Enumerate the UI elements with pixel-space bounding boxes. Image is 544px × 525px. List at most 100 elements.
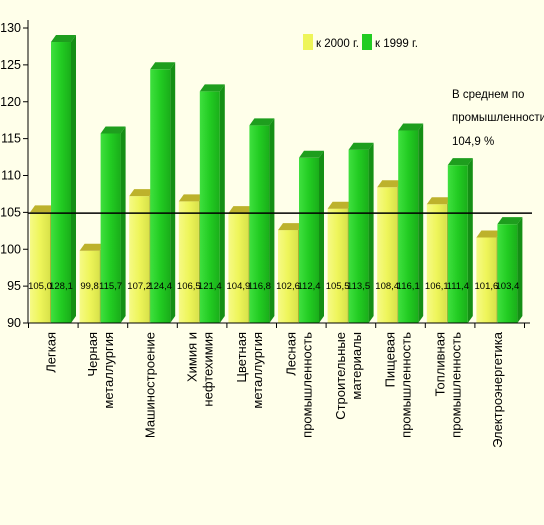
bar-top-s1-4 bbox=[249, 118, 275, 126]
bar-top-s0-8 bbox=[426, 197, 452, 205]
data-label-s1-5: 112,4 bbox=[297, 281, 320, 292]
y-tick-label-0: 90 bbox=[7, 316, 21, 330]
category-label-8: Топливнаяпромышленность bbox=[432, 332, 463, 438]
bar-s0-9 bbox=[476, 237, 497, 323]
average-note: В среднем по промышленности 104,9 % bbox=[452, 89, 544, 148]
data-label-s0-7: 108,4 bbox=[375, 281, 399, 292]
bar-s0-3 bbox=[178, 201, 199, 323]
bar-top-s1-9 bbox=[497, 217, 523, 225]
data-label-s1-4: 116,8 bbox=[248, 281, 271, 292]
data-label-s1-6: 113,5 bbox=[347, 281, 370, 292]
category-label-8-line-1: промышленность bbox=[448, 332, 463, 438]
bar-s0-0 bbox=[30, 212, 50, 323]
y-tick-label-1: 95 bbox=[7, 279, 21, 293]
category-label-7: Пищеваяпромышленность bbox=[383, 332, 414, 438]
bars-layer bbox=[30, 35, 523, 324]
category-label-9: Электроэнергетика bbox=[490, 331, 505, 448]
data-label-s1-2: 124,4 bbox=[148, 281, 172, 292]
category-label-6-line-1: материалы bbox=[349, 332, 364, 400]
data-label-s1-0: 128,1 bbox=[49, 281, 73, 292]
category-label-3-line-1: нефтехимия bbox=[200, 332, 215, 407]
bar-s1-1 bbox=[100, 133, 121, 323]
bar-top-s0-5 bbox=[278, 223, 303, 231]
bar-top-s0-9 bbox=[476, 230, 502, 238]
bar-s1-0 bbox=[51, 42, 71, 323]
data-label-s1-7: 116,1 bbox=[397, 281, 420, 292]
bar-s0-8 bbox=[426, 204, 447, 323]
bar-s1-5 bbox=[299, 157, 319, 323]
y-tick-label-4: 110 bbox=[1, 169, 21, 183]
category-label-1-line-0: Черная bbox=[85, 332, 100, 377]
legend-label-2000: к 2000 г. bbox=[316, 38, 359, 50]
y-tick-label-3: 105 bbox=[0, 205, 21, 219]
bar-s0-5 bbox=[278, 230, 298, 323]
bar-s1-7 bbox=[398, 130, 419, 323]
average-note-line-1: В среднем по bbox=[452, 89, 524, 101]
data-label-s0-9: 101,6 bbox=[475, 281, 499, 292]
category-label-1-line-1: металлургия bbox=[101, 332, 116, 409]
category-label-4-line-1: металлургия bbox=[250, 332, 265, 409]
y-tick-label-7: 125 bbox=[0, 58, 21, 72]
bar-top-s1-0 bbox=[51, 35, 76, 43]
legend-swatch-1999 bbox=[362, 34, 372, 50]
bar-s0-1 bbox=[79, 250, 100, 323]
bar-top-s1-8 bbox=[447, 158, 473, 166]
category-label-5: Леснаяпромышленность bbox=[284, 332, 315, 438]
category-label-7-line-1: промышленность bbox=[399, 332, 414, 438]
bar-s1-9 bbox=[497, 224, 518, 323]
category-label-0-line-0: Легкая bbox=[44, 332, 59, 373]
legend-label-1999: к 1999 г. bbox=[375, 38, 418, 50]
category-label-7-line-0: Пищевая bbox=[383, 332, 398, 387]
bar-s1-2 bbox=[150, 69, 171, 323]
bar-side-s1-6 bbox=[368, 142, 374, 323]
data-label-s0-8: 106,1 bbox=[425, 281, 449, 292]
bar-side-s1-7 bbox=[418, 123, 424, 323]
bar-side-s1-1 bbox=[120, 126, 126, 324]
bar-s0-4 bbox=[228, 213, 249, 323]
category-label-5-line-0: Лесная bbox=[284, 332, 299, 376]
bar-side-s1-8 bbox=[467, 158, 473, 323]
bar-s0-2 bbox=[129, 196, 150, 323]
legend-swatch-2000 bbox=[303, 34, 313, 50]
bar-s1-3 bbox=[199, 91, 220, 323]
bar-top-s0-0 bbox=[30, 205, 55, 213]
bar-top-s1-5 bbox=[299, 150, 324, 158]
bar-top-s0-6 bbox=[327, 201, 353, 209]
bar-s0-6 bbox=[327, 208, 348, 323]
data-label-s1-9: 103,4 bbox=[496, 281, 520, 292]
category-label-4-line-0: Цветная bbox=[234, 332, 249, 383]
category-label-0: Легкая bbox=[44, 332, 59, 373]
data-label-s0-0: 105,0 bbox=[28, 281, 52, 292]
category-label-2: Машиностроение bbox=[143, 332, 158, 438]
data-label-s1-3: 121,4 bbox=[198, 281, 222, 292]
bar-s1-4 bbox=[249, 125, 270, 323]
bar-top-s1-3 bbox=[199, 84, 225, 92]
category-label-6-line-0: Строительные bbox=[333, 332, 348, 420]
bar-s1-8 bbox=[447, 165, 468, 323]
data-label-s0-4: 104,9 bbox=[227, 281, 251, 292]
data-label-s1-1: 115,7 bbox=[99, 281, 122, 292]
category-label-3: Химия инефтехимия bbox=[184, 332, 215, 407]
category-label-2-line-0: Машиностроение bbox=[143, 332, 158, 438]
bar-top-s1-7 bbox=[398, 123, 424, 131]
axes: Легкая Чернаяметаллургия Машиностроение Хим… bbox=[0, 20, 532, 448]
category-label-6: Строительныематериалы bbox=[333, 332, 364, 420]
bar-top-s0-7 bbox=[377, 180, 403, 188]
bar-side-s1-4 bbox=[269, 118, 275, 323]
category-label-4: Цветнаяметаллургия bbox=[234, 332, 265, 409]
bar-top-s0-2 bbox=[129, 189, 155, 197]
category-label-5-line-1: промышленность bbox=[300, 332, 315, 438]
bar-side-s1-9 bbox=[517, 217, 523, 323]
data-label-s0-5: 102,6 bbox=[276, 281, 300, 292]
category-label-8-line-0: Топливная bbox=[432, 332, 447, 396]
bar-side-s1-0 bbox=[71, 35, 76, 323]
average-note-line-3: 104,9 % bbox=[452, 136, 494, 148]
bar-top-s1-1 bbox=[100, 126, 126, 134]
y-tick-label-2: 100 bbox=[0, 242, 21, 256]
bar-side-s1-3 bbox=[219, 84, 225, 323]
bar-top-s1-2 bbox=[150, 62, 176, 70]
bar-top-s0-3 bbox=[178, 194, 204, 202]
bar-side-s1-5 bbox=[319, 150, 324, 323]
